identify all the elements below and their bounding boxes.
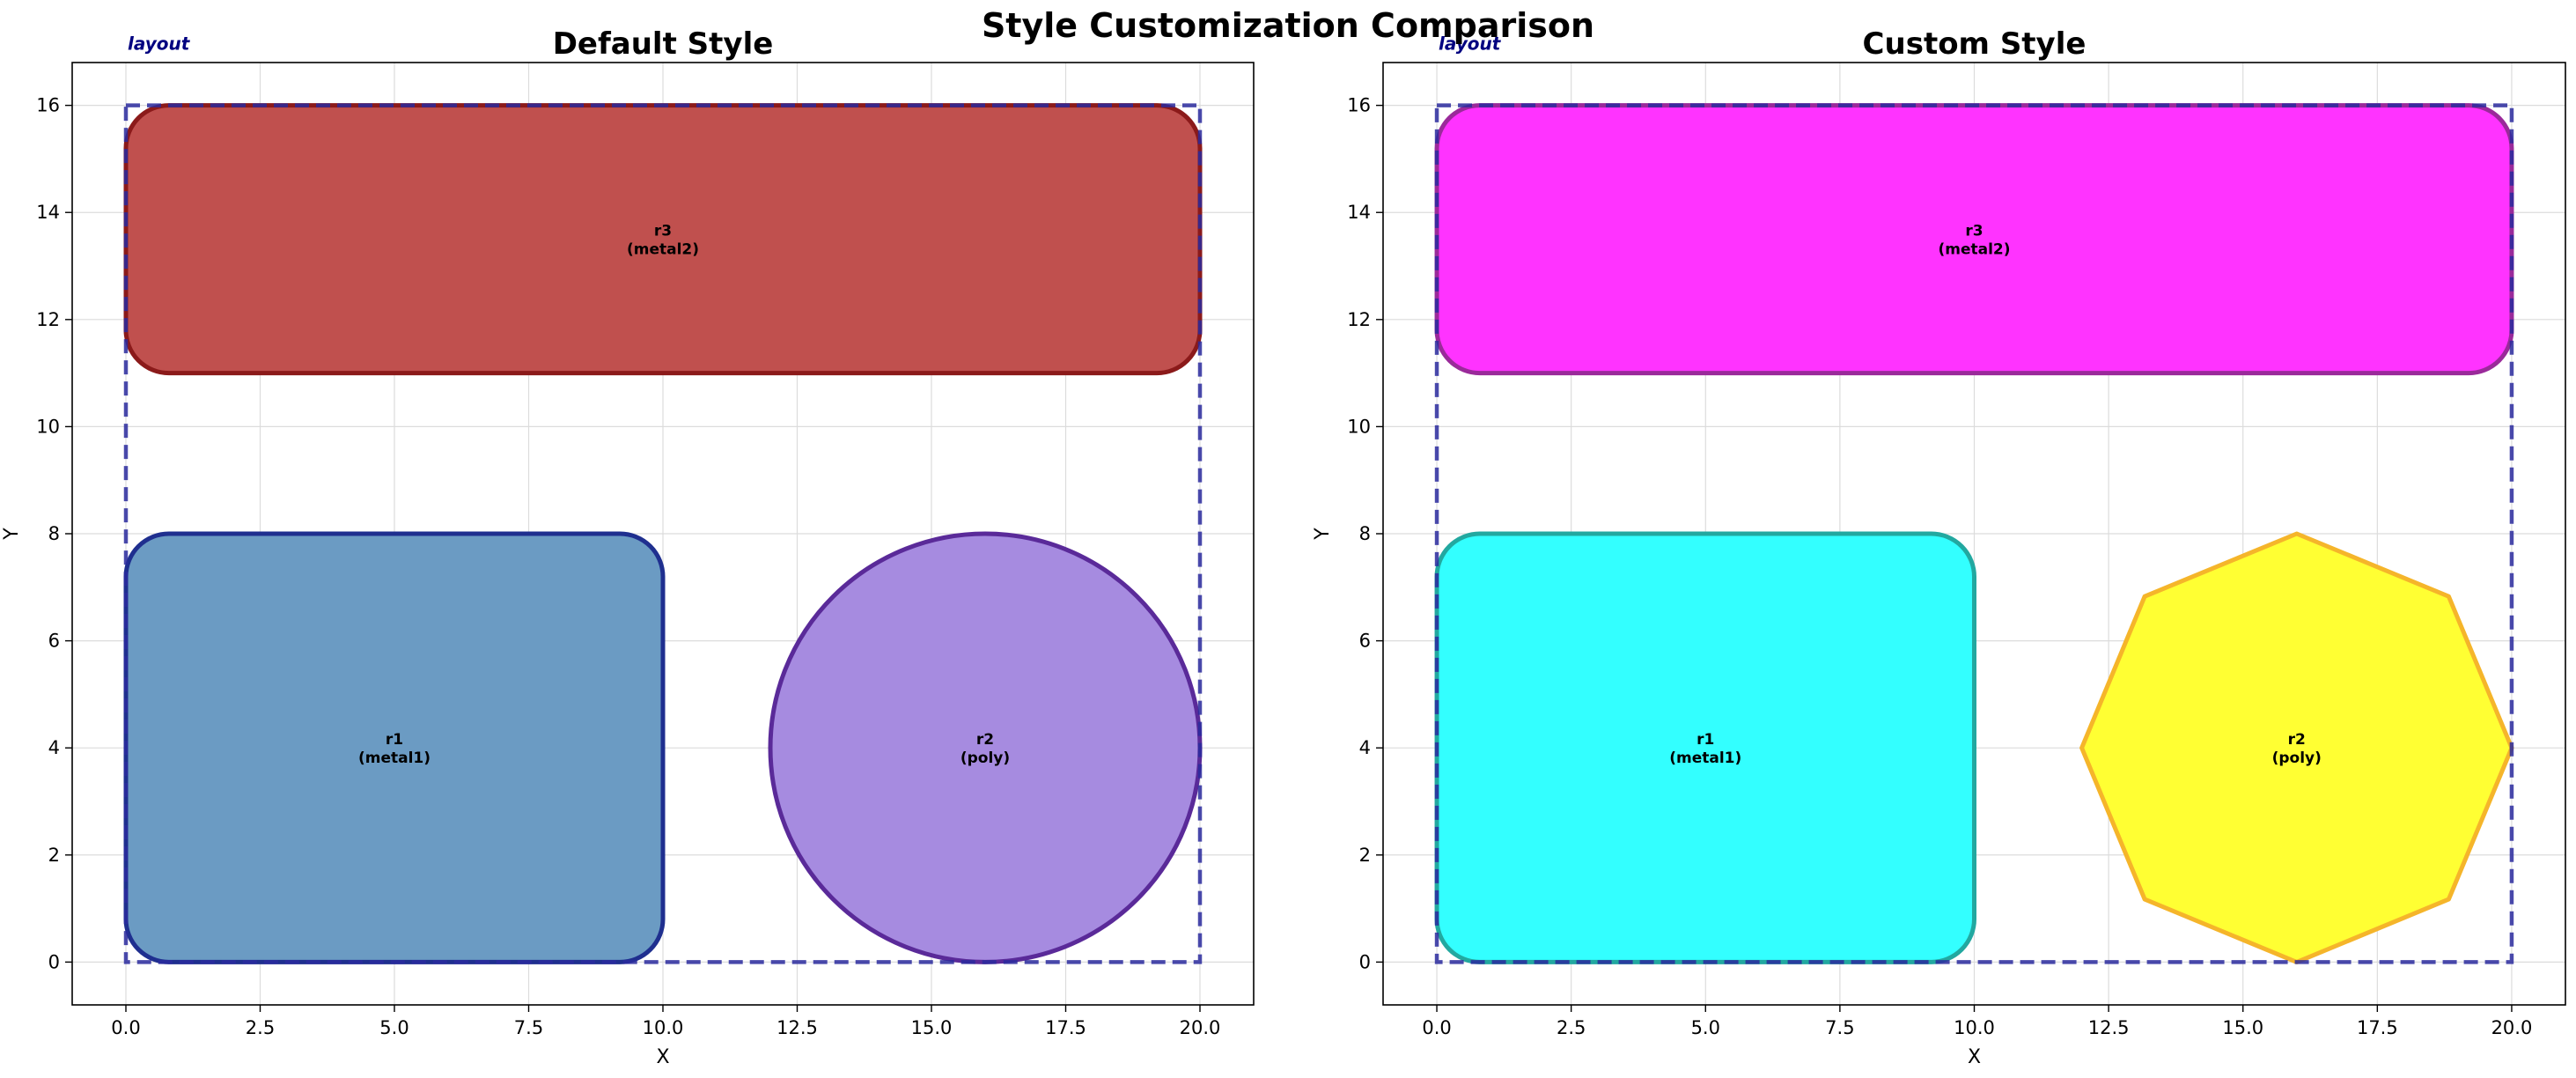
x-tick-label: 5.0	[1691, 1017, 1720, 1038]
x-tick-label: 12.5	[776, 1017, 818, 1038]
shape-label-r2: r2 (poly)	[960, 731, 1010, 767]
y-tick-label: 6	[1359, 631, 1371, 652]
y-tick-label: 12	[36, 309, 60, 330]
layout-boundary	[1434, 103, 2514, 964]
x-tick-label: 20.0	[2491, 1017, 2533, 1038]
y-axis-label: Y	[1, 528, 23, 541]
y-tick-label: 0	[48, 951, 60, 972]
x-tick-label: 5.0	[379, 1017, 408, 1038]
y-tick-label: 14	[1347, 202, 1371, 223]
y-tick-label: 0	[1359, 951, 1371, 972]
y-tick-label: 16	[1347, 95, 1371, 116]
x-tick-label: 17.5	[1045, 1017, 1086, 1038]
y-tick-label: 2	[48, 845, 60, 866]
y-tick-label: 12	[1347, 309, 1371, 330]
x-tick-label: 7.5	[1825, 1017, 1854, 1038]
x-tick-label: 0.0	[111, 1017, 140, 1038]
x-tick-label: 15.0	[911, 1017, 953, 1038]
x-tick-label: 10.0	[1954, 1017, 1995, 1038]
x-tick-label: 0.0	[1422, 1017, 1451, 1038]
shape-label-r3: r3 (metal2)	[627, 223, 699, 259]
y-tick-label: 6	[48, 631, 60, 652]
y-tick-label: 14	[36, 202, 60, 223]
x-tick-label: 10.0	[643, 1017, 684, 1038]
y-tick-label: 10	[1347, 416, 1371, 437]
plot-1: r1 (metal1) r2 (poly) r3 (metal2) layout 0.0 2.5…	[1312, 26, 2566, 1068]
panel-title: Custom Style	[1863, 26, 2087, 62]
shape-label-r1: r1 (metal1)	[358, 731, 431, 767]
y-axis-label: Y	[1312, 528, 1334, 541]
x-tick-label: 17.5	[2357, 1017, 2398, 1038]
x-tick-label: 2.5	[1557, 1017, 1586, 1038]
x-tick-label: 15.0	[2222, 1017, 2263, 1038]
layout-label: layout	[1439, 33, 1502, 55]
shape-label-r3: r3 (metal2)	[1938, 223, 2010, 259]
y-tick-label: 8	[1359, 523, 1371, 544]
x-axis-label: X	[1968, 1046, 1981, 1068]
y-tick-label: 2	[1359, 845, 1371, 866]
x-tick-label: 2.5	[246, 1017, 275, 1038]
x-axis-label: X	[656, 1046, 669, 1068]
y-tick-label: 4	[48, 737, 60, 758]
y-tick-label: 8	[48, 523, 60, 544]
layout-boundary	[123, 103, 1203, 964]
panel-title: Default Style	[553, 26, 774, 62]
figure-title: Style Customization Comparison	[982, 6, 1594, 45]
y-tick-label: 16	[36, 95, 60, 116]
y-tick-label: 4	[1359, 737, 1371, 758]
shape-label-r2: r2 (poly)	[2272, 731, 2322, 767]
shape-label-r1: r1 (metal1)	[1669, 731, 1741, 767]
x-tick-label: 7.5	[514, 1017, 543, 1038]
x-tick-label: 20.0	[1180, 1017, 1221, 1038]
plot-0: r1 (metal1) r2 (poly) r3 (metal2) layout 0.0 2.5…	[1, 26, 1255, 1068]
y-tick-label: 10	[36, 416, 60, 437]
layout-label: layout	[128, 33, 191, 55]
x-tick-label: 12.5	[2088, 1017, 2130, 1038]
